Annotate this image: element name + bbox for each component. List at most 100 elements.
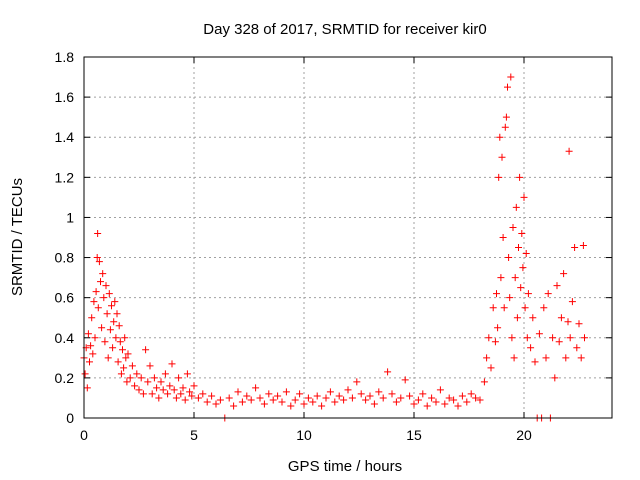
data-point bbox=[472, 394, 480, 402]
data-point bbox=[523, 334, 531, 342]
data-point bbox=[216, 396, 224, 404]
data-point bbox=[577, 354, 585, 362]
x-axis-title: GPS time / hours bbox=[288, 458, 402, 475]
data-point bbox=[109, 344, 117, 352]
data-point bbox=[571, 244, 579, 252]
data-point bbox=[505, 254, 513, 262]
data-point bbox=[142, 346, 150, 354]
data-point bbox=[104, 354, 112, 362]
data-point bbox=[379, 394, 387, 402]
x-tick-label: 0 bbox=[80, 427, 88, 443]
data-point bbox=[117, 370, 125, 378]
data-point bbox=[121, 334, 129, 342]
data-point bbox=[540, 304, 548, 312]
data-point bbox=[112, 334, 120, 342]
data-point bbox=[362, 396, 370, 404]
data-point bbox=[194, 394, 202, 402]
data-point bbox=[480, 378, 488, 386]
data-point bbox=[335, 392, 343, 400]
data-point bbox=[507, 73, 515, 81]
data-point bbox=[116, 338, 124, 346]
data-point bbox=[139, 390, 147, 398]
data-point bbox=[366, 392, 374, 400]
x-tick-label: 5 bbox=[190, 427, 198, 443]
data-point bbox=[101, 338, 109, 346]
data-point bbox=[568, 298, 576, 306]
data-point bbox=[98, 324, 106, 332]
data-point bbox=[388, 390, 396, 398]
data-point bbox=[148, 390, 156, 398]
data-point bbox=[353, 378, 361, 386]
data-point bbox=[97, 278, 104, 286]
data-point bbox=[157, 378, 165, 386]
data-point bbox=[186, 388, 194, 396]
data-point bbox=[375, 388, 383, 396]
data-point bbox=[131, 382, 139, 390]
data-point bbox=[331, 398, 339, 406]
data-point bbox=[203, 398, 211, 406]
data-point bbox=[146, 362, 154, 370]
data-point bbox=[392, 398, 400, 406]
data-point bbox=[521, 304, 529, 312]
data-point bbox=[282, 388, 290, 396]
data-point bbox=[566, 334, 574, 342]
data-point bbox=[491, 338, 499, 346]
data-point bbox=[564, 318, 572, 326]
data-point bbox=[83, 384, 91, 392]
data-point bbox=[91, 334, 99, 342]
data-point bbox=[93, 254, 101, 262]
x-tick-label: 20 bbox=[516, 427, 532, 443]
data-point bbox=[510, 354, 518, 362]
data-point bbox=[296, 390, 304, 398]
data-point bbox=[494, 324, 502, 332]
data-point bbox=[531, 358, 539, 366]
data-point bbox=[208, 392, 216, 400]
data-point bbox=[573, 344, 581, 352]
data-point bbox=[291, 396, 299, 404]
chart-title: Day 328 of 2017, SRMTID for receiver kir… bbox=[203, 21, 486, 38]
data-point bbox=[115, 322, 123, 330]
data-point bbox=[172, 394, 180, 402]
y-tick-label: 1.8 bbox=[55, 49, 75, 65]
data-point bbox=[555, 338, 563, 346]
data-point bbox=[179, 384, 187, 392]
data-point bbox=[344, 386, 352, 394]
data-point bbox=[87, 342, 95, 350]
data-point bbox=[90, 298, 98, 306]
y-tick-label: 0.8 bbox=[55, 250, 75, 266]
data-point bbox=[99, 270, 107, 278]
data-point bbox=[489, 304, 497, 312]
data-point bbox=[265, 390, 273, 398]
data-point bbox=[100, 294, 108, 302]
data-point bbox=[164, 390, 172, 398]
data-point bbox=[476, 396, 484, 404]
data-point bbox=[247, 396, 255, 404]
data-point bbox=[103, 310, 111, 318]
data-point bbox=[522, 250, 530, 258]
data-point bbox=[498, 153, 506, 161]
data-point bbox=[133, 370, 141, 378]
data-point bbox=[506, 294, 514, 302]
data-point bbox=[278, 398, 286, 406]
data-point bbox=[419, 390, 427, 398]
data-point bbox=[300, 400, 308, 408]
data-point bbox=[260, 400, 268, 408]
data-point bbox=[243, 392, 251, 400]
data-point bbox=[326, 388, 334, 396]
data-point bbox=[159, 386, 167, 394]
data-point bbox=[181, 396, 189, 404]
data-point bbox=[581, 334, 588, 342]
data-point bbox=[560, 270, 568, 278]
data-point bbox=[463, 398, 471, 406]
data-point bbox=[170, 386, 178, 394]
data-point bbox=[579, 242, 587, 250]
y-axis-title: SRMTID / TECUs bbox=[9, 178, 26, 296]
data-point bbox=[84, 330, 92, 338]
data-point bbox=[287, 402, 295, 410]
data-point bbox=[102, 282, 110, 290]
data-point bbox=[86, 358, 93, 366]
data-point bbox=[313, 392, 321, 400]
data-point bbox=[519, 264, 527, 272]
x-tick-label: 10 bbox=[296, 427, 312, 443]
data-point bbox=[304, 394, 312, 402]
